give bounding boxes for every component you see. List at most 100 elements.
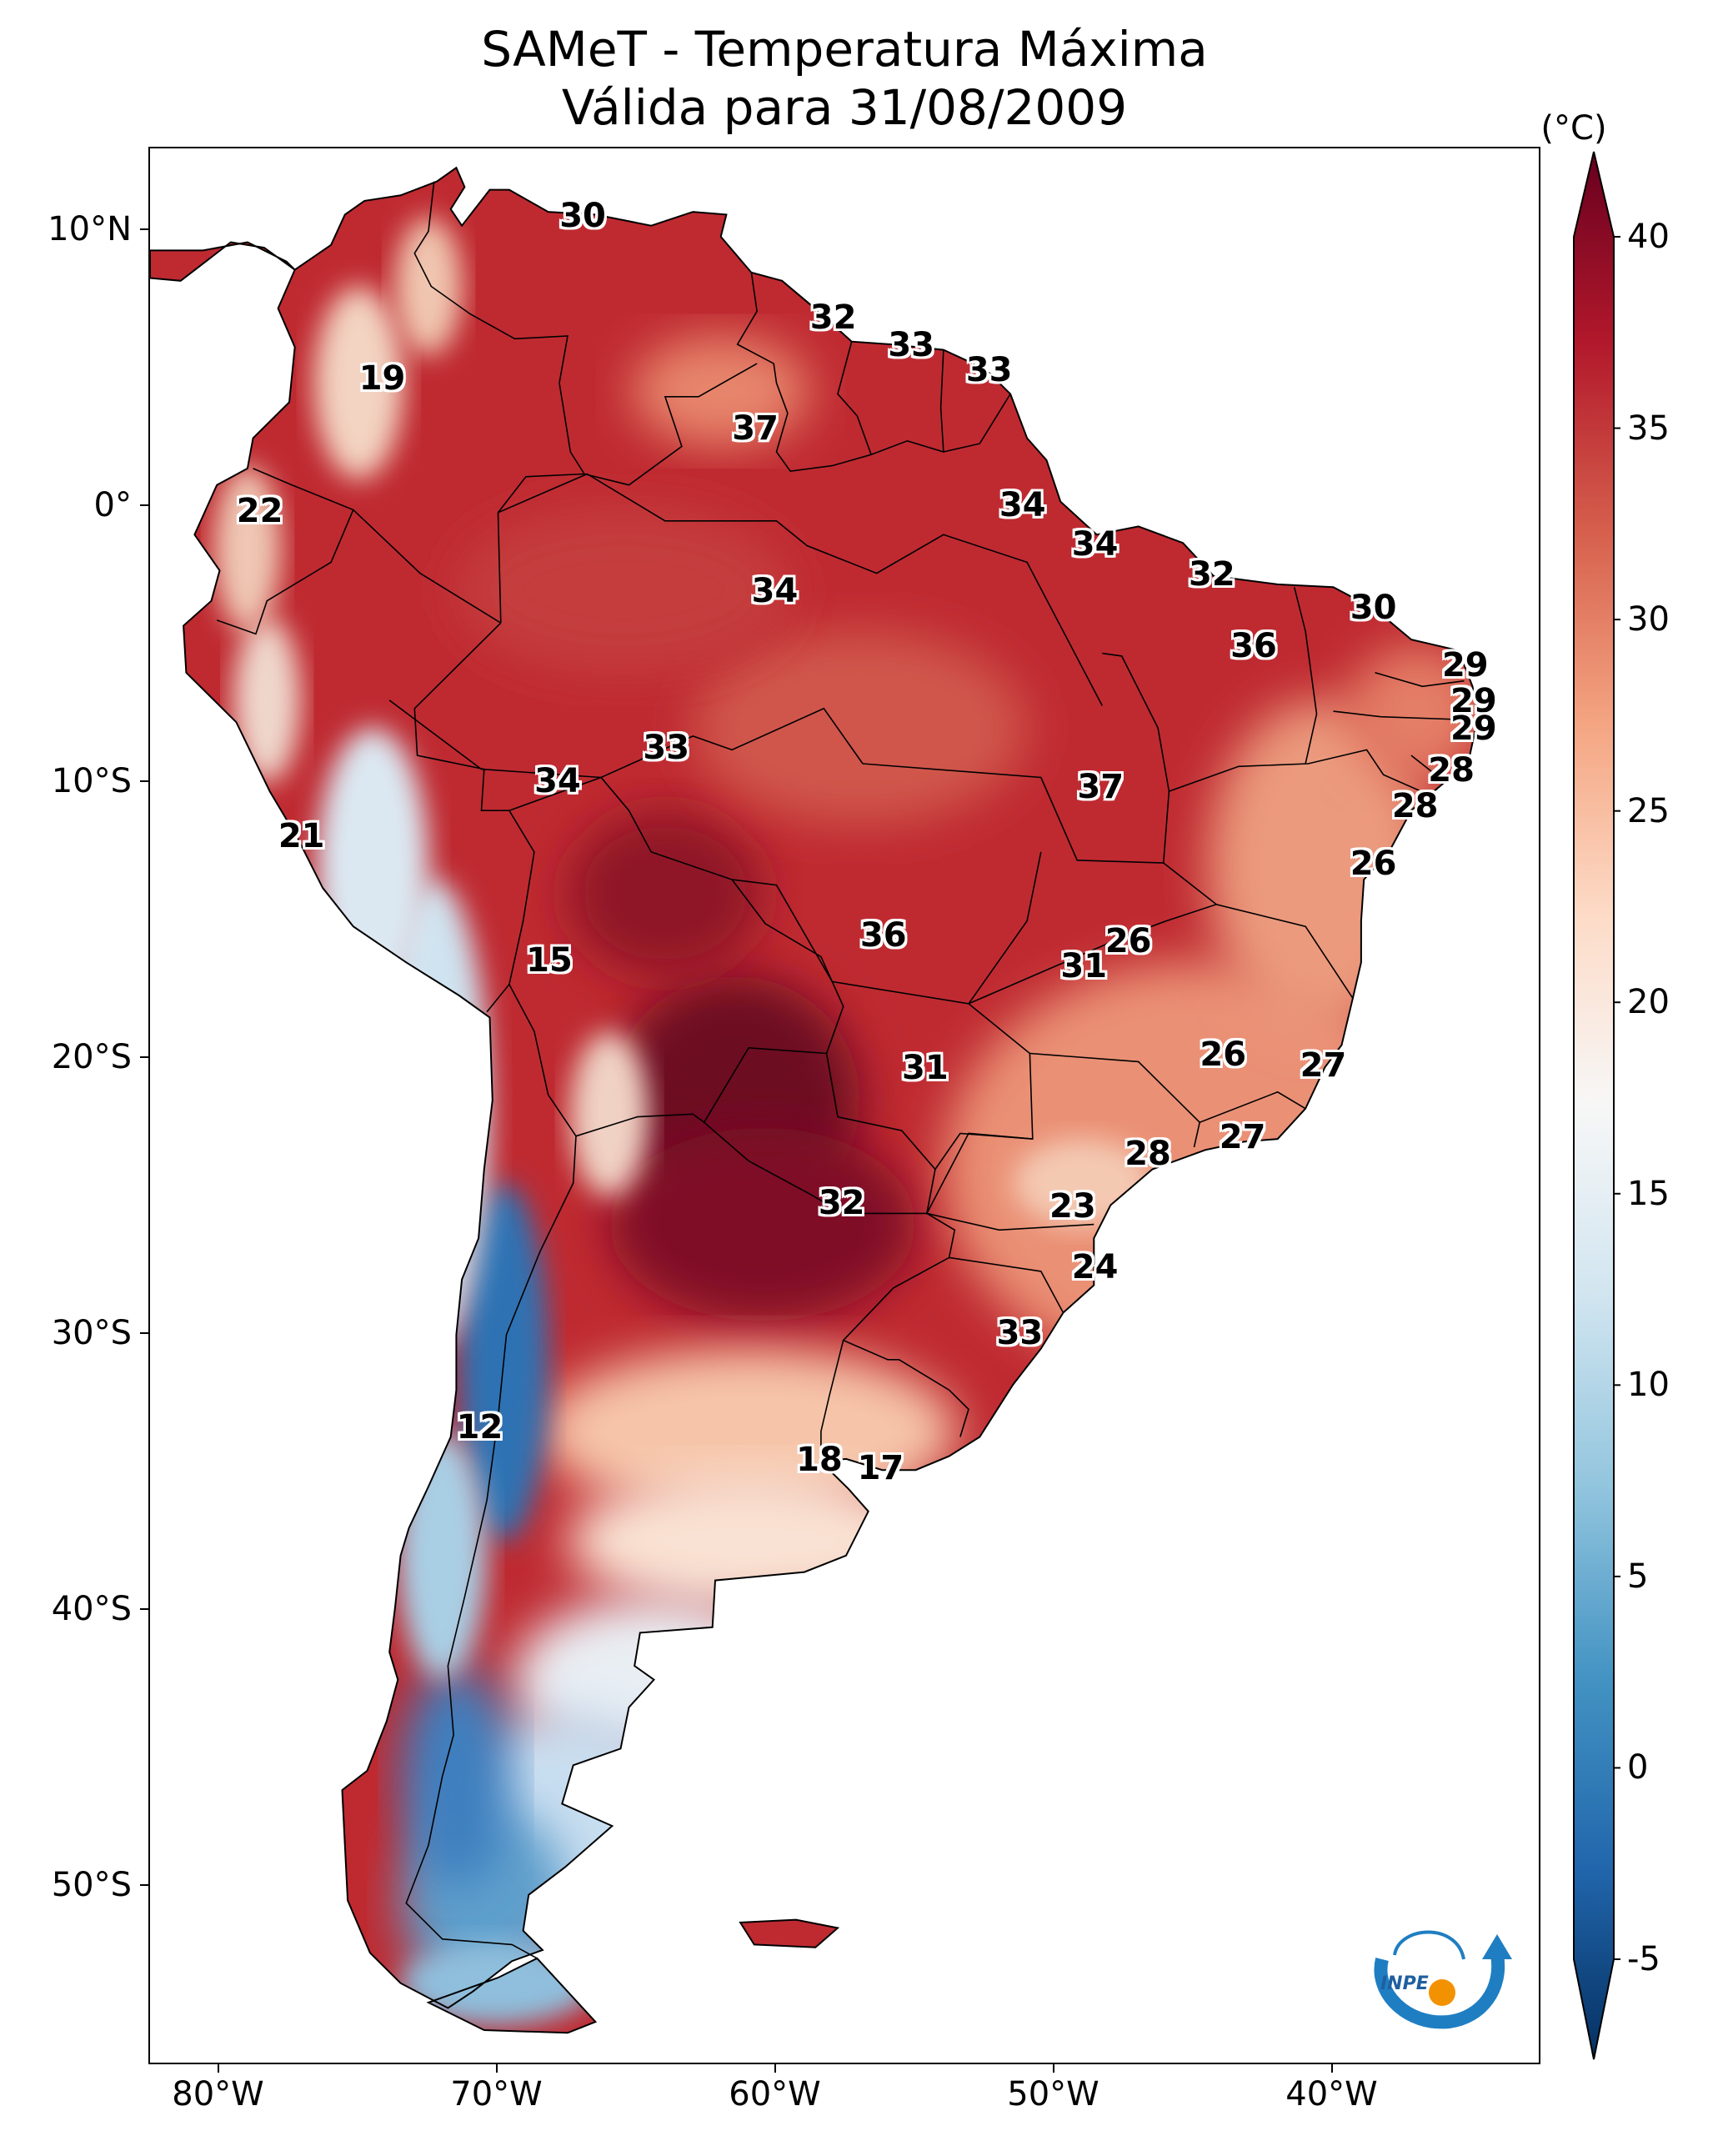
city-temperature-label: 19 bbox=[358, 358, 406, 398]
logo-dot-icon bbox=[1429, 1979, 1455, 2006]
city-temperature-label: 28 bbox=[1428, 750, 1475, 790]
lat-tick-label: 40°S bbox=[51, 1589, 132, 1628]
border-line bbox=[1410, 755, 1440, 779]
lat-tick-mark bbox=[140, 504, 148, 507]
temperature-patch bbox=[568, 1472, 930, 1611]
border-line bbox=[1375, 672, 1465, 688]
city-temperature-label: 26 bbox=[1200, 1035, 1247, 1074]
temperature-patch bbox=[400, 1666, 513, 1887]
colorbar-tick-label: 30 bbox=[1627, 600, 1670, 639]
lon-tick-mark bbox=[774, 2064, 776, 2073]
city-temperature-label: 22 bbox=[236, 491, 283, 530]
city-temperature-label: 36 bbox=[1230, 626, 1277, 665]
lat-tick-label: 50°S bbox=[51, 1865, 132, 1904]
city-temperature-label: 29 bbox=[1450, 682, 1497, 721]
temperature-patch bbox=[609, 1127, 916, 1321]
lat-tick-mark bbox=[140, 1607, 148, 1610]
city-temperature-label: 29 bbox=[1450, 709, 1497, 749]
map-panel bbox=[148, 147, 1540, 2064]
lon-tick-mark bbox=[217, 2064, 219, 2073]
temperature-patch bbox=[456, 507, 791, 673]
border-line bbox=[508, 776, 844, 1117]
city-temperature-label: 32 bbox=[809, 298, 857, 338]
border-line bbox=[704, 1116, 936, 1215]
city-temperature-label: 33 bbox=[643, 729, 690, 768]
city-temperature-label: 26 bbox=[1104, 922, 1152, 961]
city-temperature-label: 33 bbox=[965, 351, 1013, 390]
city-temperature-label: 37 bbox=[1077, 767, 1124, 806]
lon-tick-label: 50°W bbox=[1007, 2075, 1099, 2113]
lat-tick-label: 30°S bbox=[51, 1314, 132, 1353]
border-line bbox=[732, 851, 1042, 1005]
chart-title-line2: Válida para 31/08/2009 bbox=[561, 79, 1128, 136]
lon-tick-label: 70°W bbox=[450, 2075, 543, 2113]
border-line bbox=[842, 1212, 969, 1437]
city-temperature-label: 21 bbox=[278, 817, 325, 856]
border-line bbox=[1193, 1122, 1200, 1148]
lat-tick-mark bbox=[140, 1332, 148, 1335]
map-plot bbox=[150, 166, 1480, 2034]
border-line bbox=[862, 652, 1170, 864]
city-temperature-label: 26 bbox=[1350, 845, 1397, 884]
border-line bbox=[486, 810, 535, 1013]
city-temperature-label: 34 bbox=[751, 571, 799, 610]
logo-swoosh-icon bbox=[1374, 1953, 1505, 2029]
border-line bbox=[949, 1256, 1064, 1313]
colorbar-ramp bbox=[1573, 151, 1615, 2060]
temperature-patch bbox=[314, 286, 403, 480]
logo-orbit-icon bbox=[1393, 1930, 1465, 1960]
border-line bbox=[413, 622, 509, 811]
city-temperature-label: 31 bbox=[902, 1049, 949, 1088]
border-line bbox=[497, 473, 585, 624]
temperature-patch bbox=[213, 465, 281, 632]
border-line bbox=[413, 181, 585, 474]
temperature-patch bbox=[317, 727, 428, 1004]
city-temperature-label: 17 bbox=[857, 1449, 904, 1488]
colorbar-tick-label: 0 bbox=[1627, 1748, 1649, 1787]
temperature-patch bbox=[233, 617, 301, 784]
border-line bbox=[837, 341, 872, 455]
colorbar-tick-label: 10 bbox=[1627, 1366, 1670, 1405]
city-temperature-label: 33 bbox=[996, 1314, 1044, 1353]
city-temperature-label: 12 bbox=[456, 1407, 503, 1447]
colorbar-tick-label: 20 bbox=[1627, 983, 1670, 1022]
lon-tick-mark bbox=[1330, 2064, 1333, 2073]
temperature-patch bbox=[400, 1942, 596, 2025]
lat-tick-mark bbox=[140, 228, 148, 231]
country-borders bbox=[150, 166, 1480, 2034]
colorbar-unit: (°C) bbox=[1540, 109, 1607, 148]
city-temperature-label: 34 bbox=[534, 762, 581, 801]
city-temperature-label: 37 bbox=[732, 409, 779, 448]
lon-tick-label: 40°W bbox=[1285, 2075, 1378, 2113]
city-temperature-label: 33 bbox=[888, 326, 934, 365]
coastline bbox=[150, 166, 1480, 2034]
border-line bbox=[405, 1136, 577, 1959]
temperature-patch bbox=[1347, 644, 1479, 784]
border-line bbox=[925, 1132, 1094, 1231]
city-temperature-label: 30 bbox=[559, 196, 606, 235]
border-line bbox=[388, 699, 864, 779]
city-temperature-label: 31 bbox=[1060, 946, 1108, 985]
colorbar-tick-label: 25 bbox=[1627, 791, 1670, 830]
border-line bbox=[508, 984, 577, 1137]
temperature-patch bbox=[631, 336, 810, 447]
colorbar-tick-label: 5 bbox=[1627, 1557, 1649, 1596]
lon-tick-label: 80°W bbox=[172, 2075, 264, 2113]
city-temperature-label: 23 bbox=[1049, 1186, 1096, 1226]
colorbar bbox=[1573, 151, 1620, 2060]
temperature-patch bbox=[394, 217, 463, 356]
temperature-patch bbox=[568, 810, 763, 976]
lon-tick-mark bbox=[1052, 2064, 1054, 2073]
border-line bbox=[575, 1046, 827, 1137]
lat-tick-label: 10°S bbox=[51, 762, 132, 801]
border-line bbox=[216, 509, 354, 635]
colorbar-tick-label: 40 bbox=[1627, 218, 1670, 256]
logo-arrow-icon bbox=[1482, 1934, 1512, 1959]
city-temperature-label: 32 bbox=[1189, 554, 1235, 594]
border-line bbox=[943, 394, 1011, 453]
city-temperature-label: 28 bbox=[1391, 786, 1439, 825]
lat-tick-mark bbox=[140, 1056, 148, 1059]
lat-tick-label: 0° bbox=[93, 486, 132, 525]
border-line bbox=[820, 1340, 844, 1462]
city-temperature-label: 34 bbox=[1071, 524, 1119, 564]
